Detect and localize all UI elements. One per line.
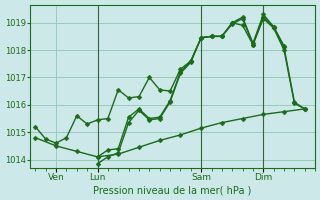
X-axis label: Pression niveau de la mer( hPa ): Pression niveau de la mer( hPa ) [93,185,252,195]
